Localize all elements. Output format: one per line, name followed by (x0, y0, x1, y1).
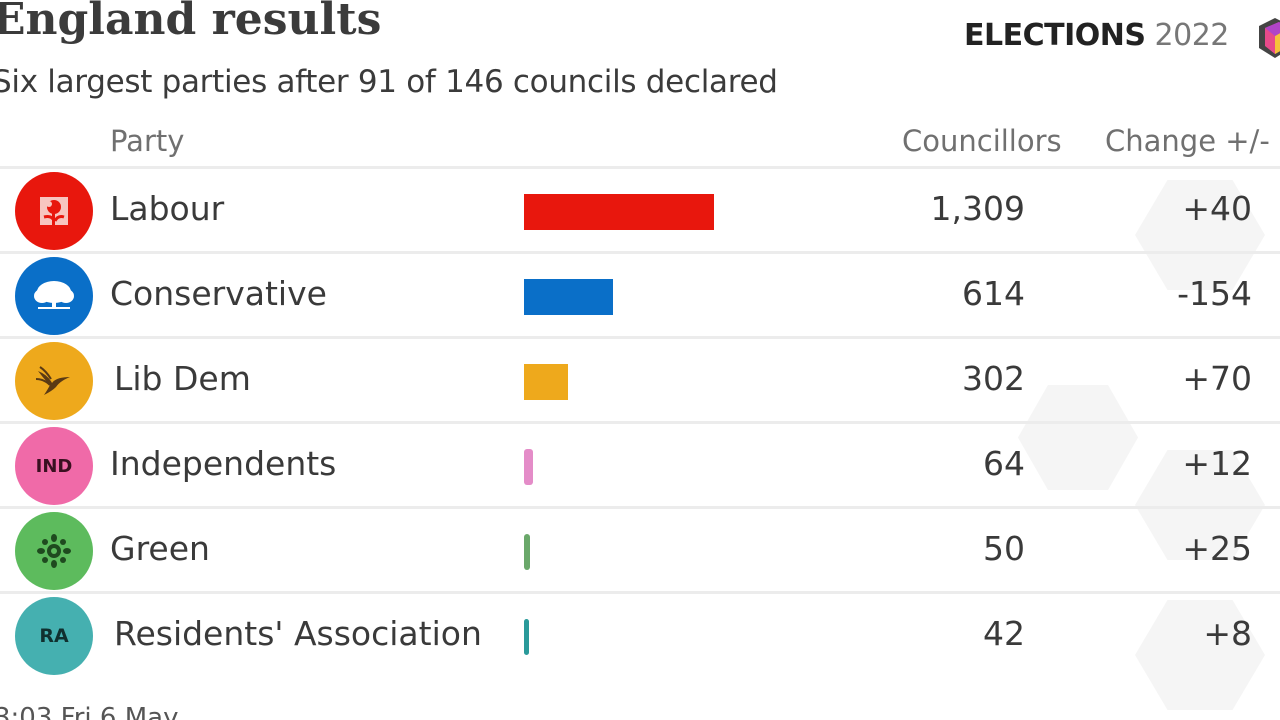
councillors-count: 42 (983, 614, 1025, 653)
councillors-count: 302 (962, 359, 1025, 398)
libdem-bird-icon (15, 342, 93, 420)
column-header-change: Change +/- (1105, 124, 1270, 158)
councillors-bar (524, 279, 613, 315)
table-row-green: Green 50 +25 (0, 509, 1280, 594)
party-name: Residents' Association (114, 614, 482, 653)
labour-rose-icon (15, 172, 93, 250)
column-header-party: Party (110, 124, 185, 158)
change-value: +12 (1182, 444, 1252, 483)
table-row-libdem: Lib Dem 302 +70 (0, 339, 1280, 424)
residents-association-badge-icon: RA (15, 597, 93, 675)
party-name: Independents (110, 444, 337, 483)
councillors-bar (524, 194, 714, 230)
page-subtitle: Six largest parties after 91 of 146 coun… (0, 64, 778, 100)
table-row-labour: Labour 1,309 +40 (0, 169, 1280, 254)
councillors-count: 64 (983, 444, 1025, 483)
page-title: England results (0, 0, 382, 45)
row-divider (0, 506, 1280, 509)
brand-year: 2022 (1154, 18, 1230, 53)
councillors-bar (524, 619, 529, 655)
green-party-icon (15, 512, 93, 590)
councillors-bar (524, 449, 533, 485)
change-value: -154 (1177, 274, 1252, 313)
row-divider (0, 166, 1280, 169)
councillors-count: 1,309 (930, 189, 1025, 228)
conservative-tree-icon (15, 257, 93, 335)
elections-brand: ELECTIONS 2022 (964, 18, 1229, 53)
logo-text: RA (39, 625, 69, 647)
councillors-count: 50 (983, 529, 1025, 568)
party-name: Green (110, 529, 210, 568)
party-name: Lib Dem (114, 359, 251, 398)
change-value: +70 (1182, 359, 1252, 398)
table-row-conservative: Conservative 614 -154 (0, 254, 1280, 339)
party-name: Conservative (110, 274, 327, 313)
change-value: +40 (1182, 189, 1252, 228)
councillors-bar (524, 364, 568, 400)
table-row-independents: IND Independents 64 +12 (0, 424, 1280, 509)
row-divider (0, 591, 1280, 594)
councillors-bar (524, 534, 530, 570)
elections-cube-logo-icon (1255, 16, 1280, 60)
party-name: Labour (110, 189, 225, 228)
table-row-residents-association: RA Residents' Association 42 +8 (0, 594, 1280, 679)
change-value: +8 (1203, 614, 1252, 653)
brand-label: ELECTIONS (964, 18, 1146, 53)
logo-text: IND (35, 455, 73, 477)
decorative-hexagon (1018, 385, 1138, 490)
timestamp: 3:03 Fri 6 May (0, 703, 179, 720)
row-divider (0, 336, 1280, 339)
change-value: +25 (1182, 529, 1252, 568)
row-divider (0, 421, 1280, 424)
independents-badge-icon: IND (15, 427, 93, 505)
councillors-count: 614 (962, 274, 1025, 313)
row-divider (0, 251, 1280, 254)
column-header-councillors: Councillors (902, 124, 1062, 158)
